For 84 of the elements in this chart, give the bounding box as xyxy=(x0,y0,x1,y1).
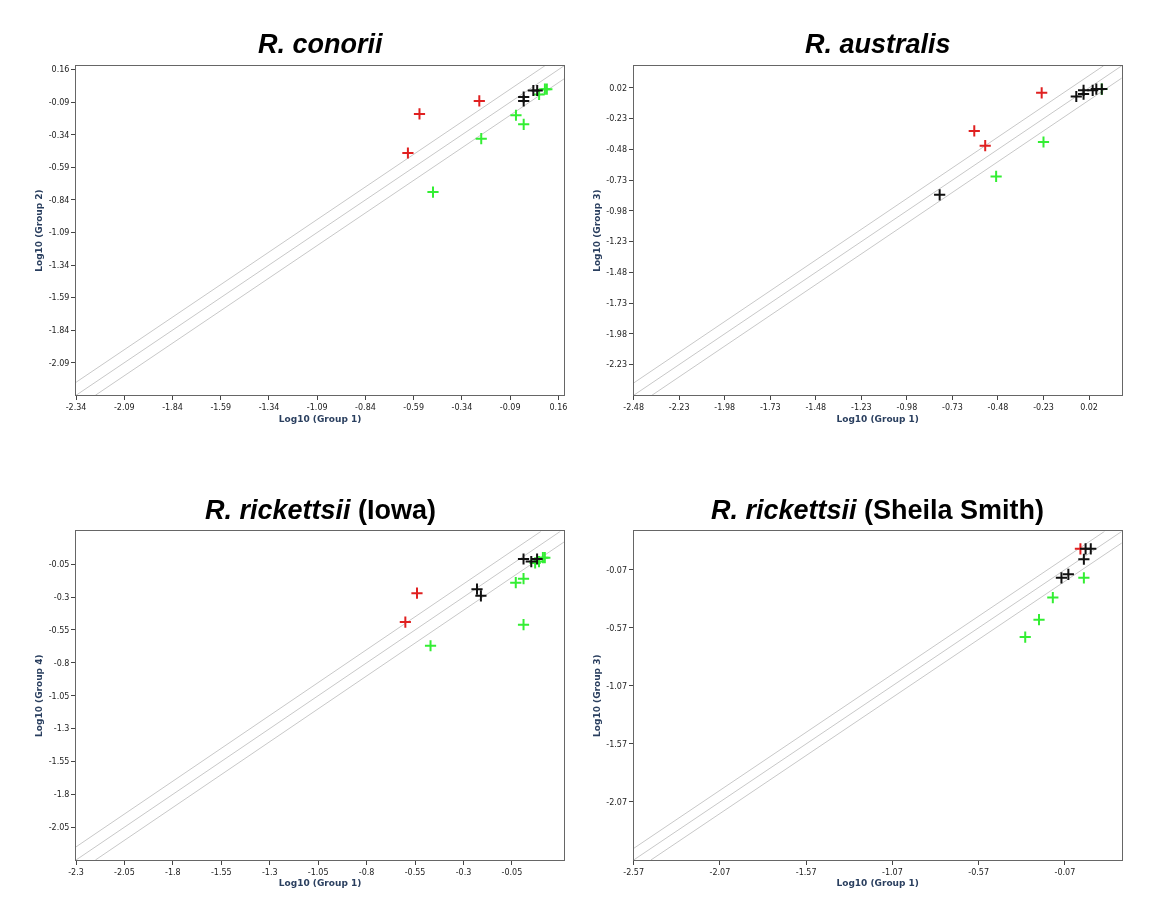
x-axis-title: Log10 (Group 1) xyxy=(278,413,362,424)
x-tick-label: -0.23 xyxy=(1033,402,1054,412)
y-tick-label: -1.84 xyxy=(48,326,70,335)
x-tick-label: -1.59 xyxy=(210,402,232,412)
y-tick-label: 0.16 xyxy=(51,65,70,75)
y-tick-label: -1.98 xyxy=(606,329,628,339)
y-tick-label: -1.34 xyxy=(48,260,70,270)
y-tick-label: -0.84 xyxy=(48,195,70,205)
x-tick-label: -1.8 xyxy=(165,867,181,877)
y-tick-label: -1.73 xyxy=(606,298,628,308)
y-tick-label: -1.57 xyxy=(606,739,628,749)
x-tick-label: -0.8 xyxy=(358,867,375,877)
y-tick-label: -2.07 xyxy=(606,797,628,807)
y-axis-title: Log10 (Group 3) xyxy=(591,654,602,737)
chart-title: R. rickettsii (Sheila Smith) xyxy=(711,495,1045,525)
x-tick-label: -2.09 xyxy=(113,402,135,412)
y-tick-label: -0.05 xyxy=(48,560,70,570)
y-tick-label: -1.55 xyxy=(48,757,70,767)
x-tick-label: -0.57 xyxy=(968,867,989,877)
y-tick-label: -0.07 xyxy=(606,565,628,575)
x-tick-label: -1.84 xyxy=(162,402,183,412)
y-tick-label: -1.59 xyxy=(48,293,70,303)
x-tick-label: -2.48 xyxy=(623,402,644,412)
x-tick-label: -1.48 xyxy=(805,402,827,412)
x-tick-label: -1.3 xyxy=(261,867,278,877)
x-tick-label: -2.07 xyxy=(709,867,731,877)
x-tick-label: -0.09 xyxy=(499,402,521,412)
x-tick-label: -2.05 xyxy=(114,867,135,877)
y-tick-label: -0.98 xyxy=(606,206,628,216)
x-tick-label: -1.05 xyxy=(307,867,329,877)
y-tick-label: -0.8 xyxy=(53,658,70,668)
y-tick-label: -0.48 xyxy=(606,145,628,155)
y-tick-label: -1.07 xyxy=(606,681,628,691)
x-tick-label: -0.73 xyxy=(942,402,963,412)
x-tick-label: 0.02 xyxy=(1080,402,1098,412)
y-tick-label: -0.59 xyxy=(48,163,70,173)
x-tick-label: -0.98 xyxy=(896,402,918,412)
chart-title: R. australis xyxy=(805,29,951,59)
x-tick-label: -2.34 xyxy=(65,402,87,412)
x-tick-label: -1.57 xyxy=(795,867,817,877)
y-tick-label: -2.23 xyxy=(606,360,628,370)
x-tick-label: -1.55 xyxy=(210,867,232,877)
x-tick-label: -0.07 xyxy=(1054,867,1076,877)
chart-title: R. rickettsii (Iowa) xyxy=(205,495,437,525)
y-tick-label: -1.09 xyxy=(48,228,70,238)
x-tick-label: -2.57 xyxy=(623,867,644,877)
x-tick-label: -1.07 xyxy=(882,867,903,877)
y-tick-label: -2.09 xyxy=(48,358,70,368)
y-tick-label: -1.23 xyxy=(606,237,628,247)
x-tick-label: -2.3 xyxy=(68,867,84,877)
y-axis-title: Log10 (Group 2) xyxy=(34,189,45,272)
y-tick-label: -0.57 xyxy=(606,623,628,633)
y-tick-label: -2.05 xyxy=(48,822,70,832)
x-tick-label: -1.73 xyxy=(759,402,781,412)
y-tick-label: -1.8 xyxy=(53,790,70,800)
y-tick-label: 0.02 xyxy=(609,83,628,93)
y-tick-label: -1.05 xyxy=(48,691,70,701)
x-tick-label: -0.84 xyxy=(355,402,376,412)
x-tick-label: -1.34 xyxy=(258,402,280,412)
x-tick-label: -2.23 xyxy=(668,402,690,412)
y-tick-label: -0.09 xyxy=(48,98,70,108)
x-axis-title: Log10 (Group 1) xyxy=(836,878,919,889)
y-tick-label: -0.3 xyxy=(53,592,70,602)
y-tick-label: -1.48 xyxy=(606,268,628,278)
x-axis-title: Log10 (Group 1) xyxy=(278,878,362,889)
x-tick-label: -0.34 xyxy=(451,402,473,412)
y-tick-label: -0.34 xyxy=(48,130,70,140)
x-tick-label: -1.09 xyxy=(306,402,328,412)
y-axis-title: Log10 (Group 4) xyxy=(34,654,45,737)
x-tick-label: -1.23 xyxy=(850,402,872,412)
x-tick-label: -0.3 xyxy=(455,867,472,877)
x-axis-title: Log10 (Group 1) xyxy=(836,413,919,424)
y-tick-label: -1.3 xyxy=(53,724,70,734)
x-tick-label: -0.48 xyxy=(987,402,1009,412)
y-tick-label: -0.23 xyxy=(606,114,628,124)
y-axis-title: Log10 (Group 3) xyxy=(591,189,602,272)
x-tick-label: -0.55 xyxy=(404,867,426,877)
x-tick-label: 0.16 xyxy=(549,402,568,412)
x-tick-label: -0.59 xyxy=(403,402,425,412)
chart-title: R. conorii xyxy=(258,29,383,59)
x-tick-label: -1.98 xyxy=(714,402,736,412)
y-tick-label: -0.55 xyxy=(48,625,70,635)
y-tick-label: -0.73 xyxy=(606,175,628,185)
x-tick-label: -0.05 xyxy=(501,867,523,877)
